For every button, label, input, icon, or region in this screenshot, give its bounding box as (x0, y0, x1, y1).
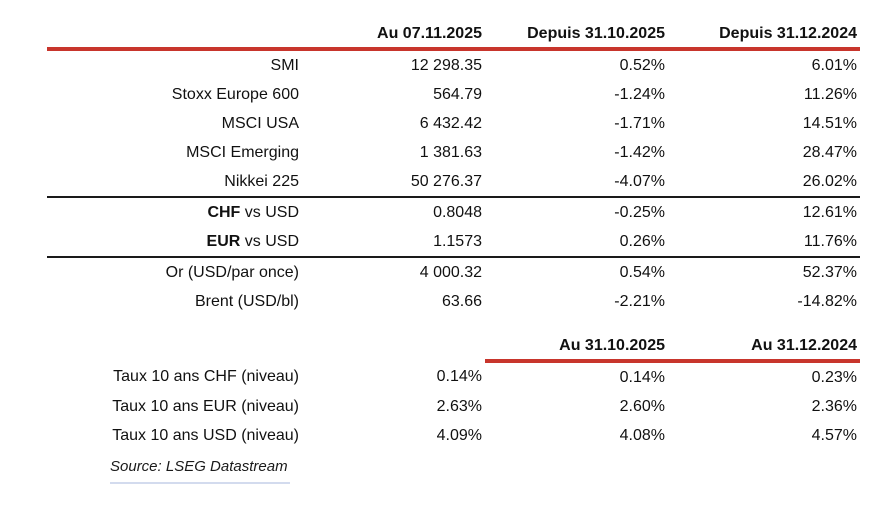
header-empty-cell (47, 21, 302, 51)
market-header-row: Au 07.11.2025 Depuis 31.10.2025 Depuis 3… (47, 21, 860, 51)
source-attribution: Source: LSEG Datastream (110, 458, 288, 475)
value-cell: 0.52% (619, 56, 665, 74)
value-cell: 26.02% (802, 172, 857, 190)
value-cell: 28.47% (802, 143, 857, 161)
value-cell: 564.79 (433, 85, 482, 103)
value-cell: 0.14% (619, 368, 665, 386)
value-cell: 4.57% (811, 426, 857, 444)
value-cell: 0.26% (619, 232, 665, 250)
table-row-eur-usd: EUR vs USD 1.1573 0.26% 11.76% (47, 227, 860, 257)
column-header-au-31-12-2024: Au 31.12.2024 (668, 332, 860, 363)
value-cell: 6.01% (811, 56, 857, 74)
table-row-taux-eur: Taux 10 ans EUR (niveau) 2.63% 2.60% 2.3… (47, 392, 860, 421)
value-cell: -2.21% (614, 292, 665, 310)
table-row-taux-usd: Taux 10 ans USD (niveau) 4.09% 4.08% 4.5… (47, 421, 860, 450)
row-label-bold: CHF (207, 203, 241, 221)
row-label: Taux 10 ans EUR (niveau) (112, 397, 299, 415)
financial-summary-table: Au 07.11.2025 Depuis 31.10.2025 Depuis 3… (47, 21, 860, 450)
column-header-depuis-31-10-2025: Depuis 31.10.2025 (485, 21, 668, 51)
value-cell: 2.63% (436, 397, 482, 415)
row-label-text: vs USD (240, 203, 299, 221)
value-cell: 1.1573 (433, 232, 482, 250)
row-label: Taux 10 ans CHF (niveau) (113, 367, 299, 385)
value-cell: 4 000.32 (302, 256, 485, 287)
value-cell: 52.37% (668, 256, 860, 287)
row-label-text: Stoxx Europe 600 (171, 85, 299, 103)
row-label: EUR vs USD (47, 227, 302, 257)
value-cell: 63.66 (441, 292, 482, 310)
column-header-depuis-31-12-2024: Depuis 31.12.2024 (668, 21, 860, 51)
value-cell: -0.25% (485, 196, 668, 227)
value-cell: 12 298.35 (410, 56, 482, 74)
row-label: Or (USD/par once) (47, 256, 302, 287)
value-cell: 12.61% (668, 196, 860, 227)
column-header-au-31-10-2025: Au 31.10.2025 (485, 332, 668, 363)
footer-underline (110, 482, 290, 484)
row-label: MSCI Emerging (47, 138, 302, 167)
value-cell: 1 381.63 (419, 143, 482, 161)
row-label-text: Nikkei 225 (224, 172, 299, 190)
table-row-taux-chf: Taux 10 ans CHF (niveau) 0.14% 0.14% 0.2… (47, 361, 860, 392)
row-label: SMI (47, 49, 302, 80)
value-cell: -14.82% (797, 292, 857, 310)
value-cell: 14.51% (802, 114, 857, 132)
row-label: Taux 10 ans USD (niveau) (112, 426, 299, 444)
rates-header-row: Au 31.10.2025 Au 31.12.2024 (47, 332, 860, 363)
table-row-nikkei: Nikkei 225 50 276.37 -4.07% 26.02% (47, 167, 860, 197)
row-label-bold: EUR (206, 232, 241, 250)
row-label-text: MSCI Emerging (186, 143, 299, 161)
value-cell: 0.23% (811, 368, 857, 386)
header-empty-cell (302, 332, 485, 361)
section-spacer (47, 316, 860, 332)
value-cell: -1.24% (614, 85, 665, 103)
value-cell: 4.08% (619, 426, 665, 444)
value-cell: -1.42% (614, 143, 665, 161)
value-cell: 4.09% (436, 426, 482, 444)
row-label: CHF vs USD (47, 196, 302, 227)
value-cell: 2.60% (619, 397, 665, 415)
column-header-au-07-11-2025: Au 07.11.2025 (302, 21, 485, 51)
value-cell: 11.76% (803, 232, 857, 250)
value-cell: -4.07% (614, 172, 665, 190)
table-row-msci-emerging: MSCI Emerging 1 381.63 -1.42% 28.47% (47, 138, 860, 167)
header-empty-cell (47, 332, 302, 361)
row-label: Brent (USD/bl) (47, 287, 302, 316)
value-cell: 0.14% (436, 367, 482, 385)
value-cell: 0.8048 (302, 196, 485, 227)
value-cell: 6 432.42 (419, 114, 482, 132)
value-cell: 11.26% (803, 85, 857, 103)
table-row-brent: Brent (USD/bl) 63.66 -2.21% -14.82% (47, 287, 860, 316)
table-row-chf-usd: CHF vs USD 0.8048 -0.25% 12.61% (47, 196, 860, 227)
value-cell: -1.71% (614, 114, 665, 132)
table-row-msci-usa: MSCI USA 6 432.42 -1.71% 14.51% (47, 109, 860, 138)
row-label-text: Or (USD/par once) (165, 263, 299, 281)
row-label: Nikkei 225 (47, 167, 302, 197)
row-label-text: MSCI USA (221, 114, 299, 132)
row-label-text: SMI (270, 56, 299, 74)
row-label: MSCI USA (47, 109, 302, 138)
table-row-stoxx: Stoxx Europe 600 564.79 -1.24% 11.26% (47, 80, 860, 109)
value-cell: 50 276.37 (410, 172, 482, 190)
table-row-gold: Or (USD/par once) 4 000.32 0.54% 52.37% (47, 256, 860, 287)
row-label-text: Brent (USD/bl) (194, 292, 299, 310)
value-cell: 2.36% (811, 397, 857, 415)
value-cell: 0.54% (485, 256, 668, 287)
table-row-smi: SMI 12 298.35 0.52% 6.01% (47, 49, 860, 80)
row-label-text: vs USD (240, 232, 299, 250)
row-label: Stoxx Europe 600 (47, 80, 302, 109)
